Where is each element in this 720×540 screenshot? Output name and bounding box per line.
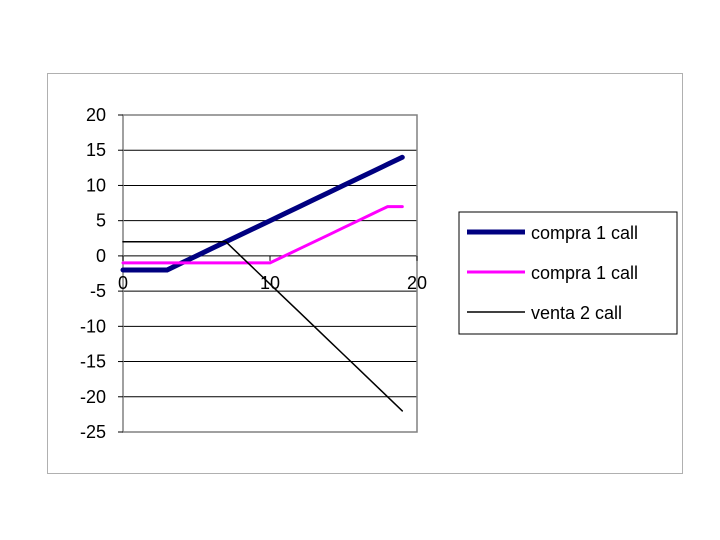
legend-label-3: venta 2 call [531,303,622,323]
y-tick-label: 5 [96,211,106,231]
series-line-1 [120,154,405,273]
series-line-3 [122,241,404,412]
x-tick-label: 0 [118,273,128,293]
y-tick-label: 20 [86,105,106,125]
y-tick-label: 15 [86,140,106,160]
legend-label-2: compra 1 call [531,263,638,283]
legend-label-1: compra 1 call [531,223,638,243]
y-tick-label: -20 [80,387,106,407]
y-tick-label: -15 [80,352,106,372]
series-line-2 [121,205,404,265]
plot-area-border [122,114,418,433]
y-tick-label: 10 [86,175,106,195]
y-tick-label: 0 [96,246,106,266]
y-tick-label: -10 [80,316,106,336]
y-tick-label: -25 [80,422,106,442]
x-tick-label: 20 [407,273,427,293]
y-tick-label: -5 [90,281,106,301]
